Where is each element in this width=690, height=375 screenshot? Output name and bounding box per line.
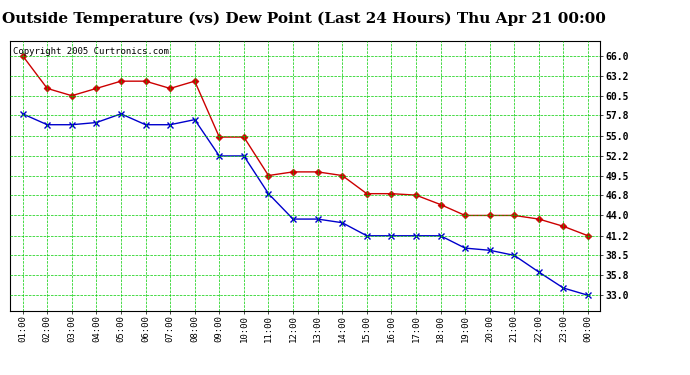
Text: Outside Temperature (vs) Dew Point (Last 24 Hours) Thu Apr 21 00:00: Outside Temperature (vs) Dew Point (Last…	[1, 11, 606, 26]
Text: Copyright 2005 Curtronics.com: Copyright 2005 Curtronics.com	[13, 46, 169, 56]
